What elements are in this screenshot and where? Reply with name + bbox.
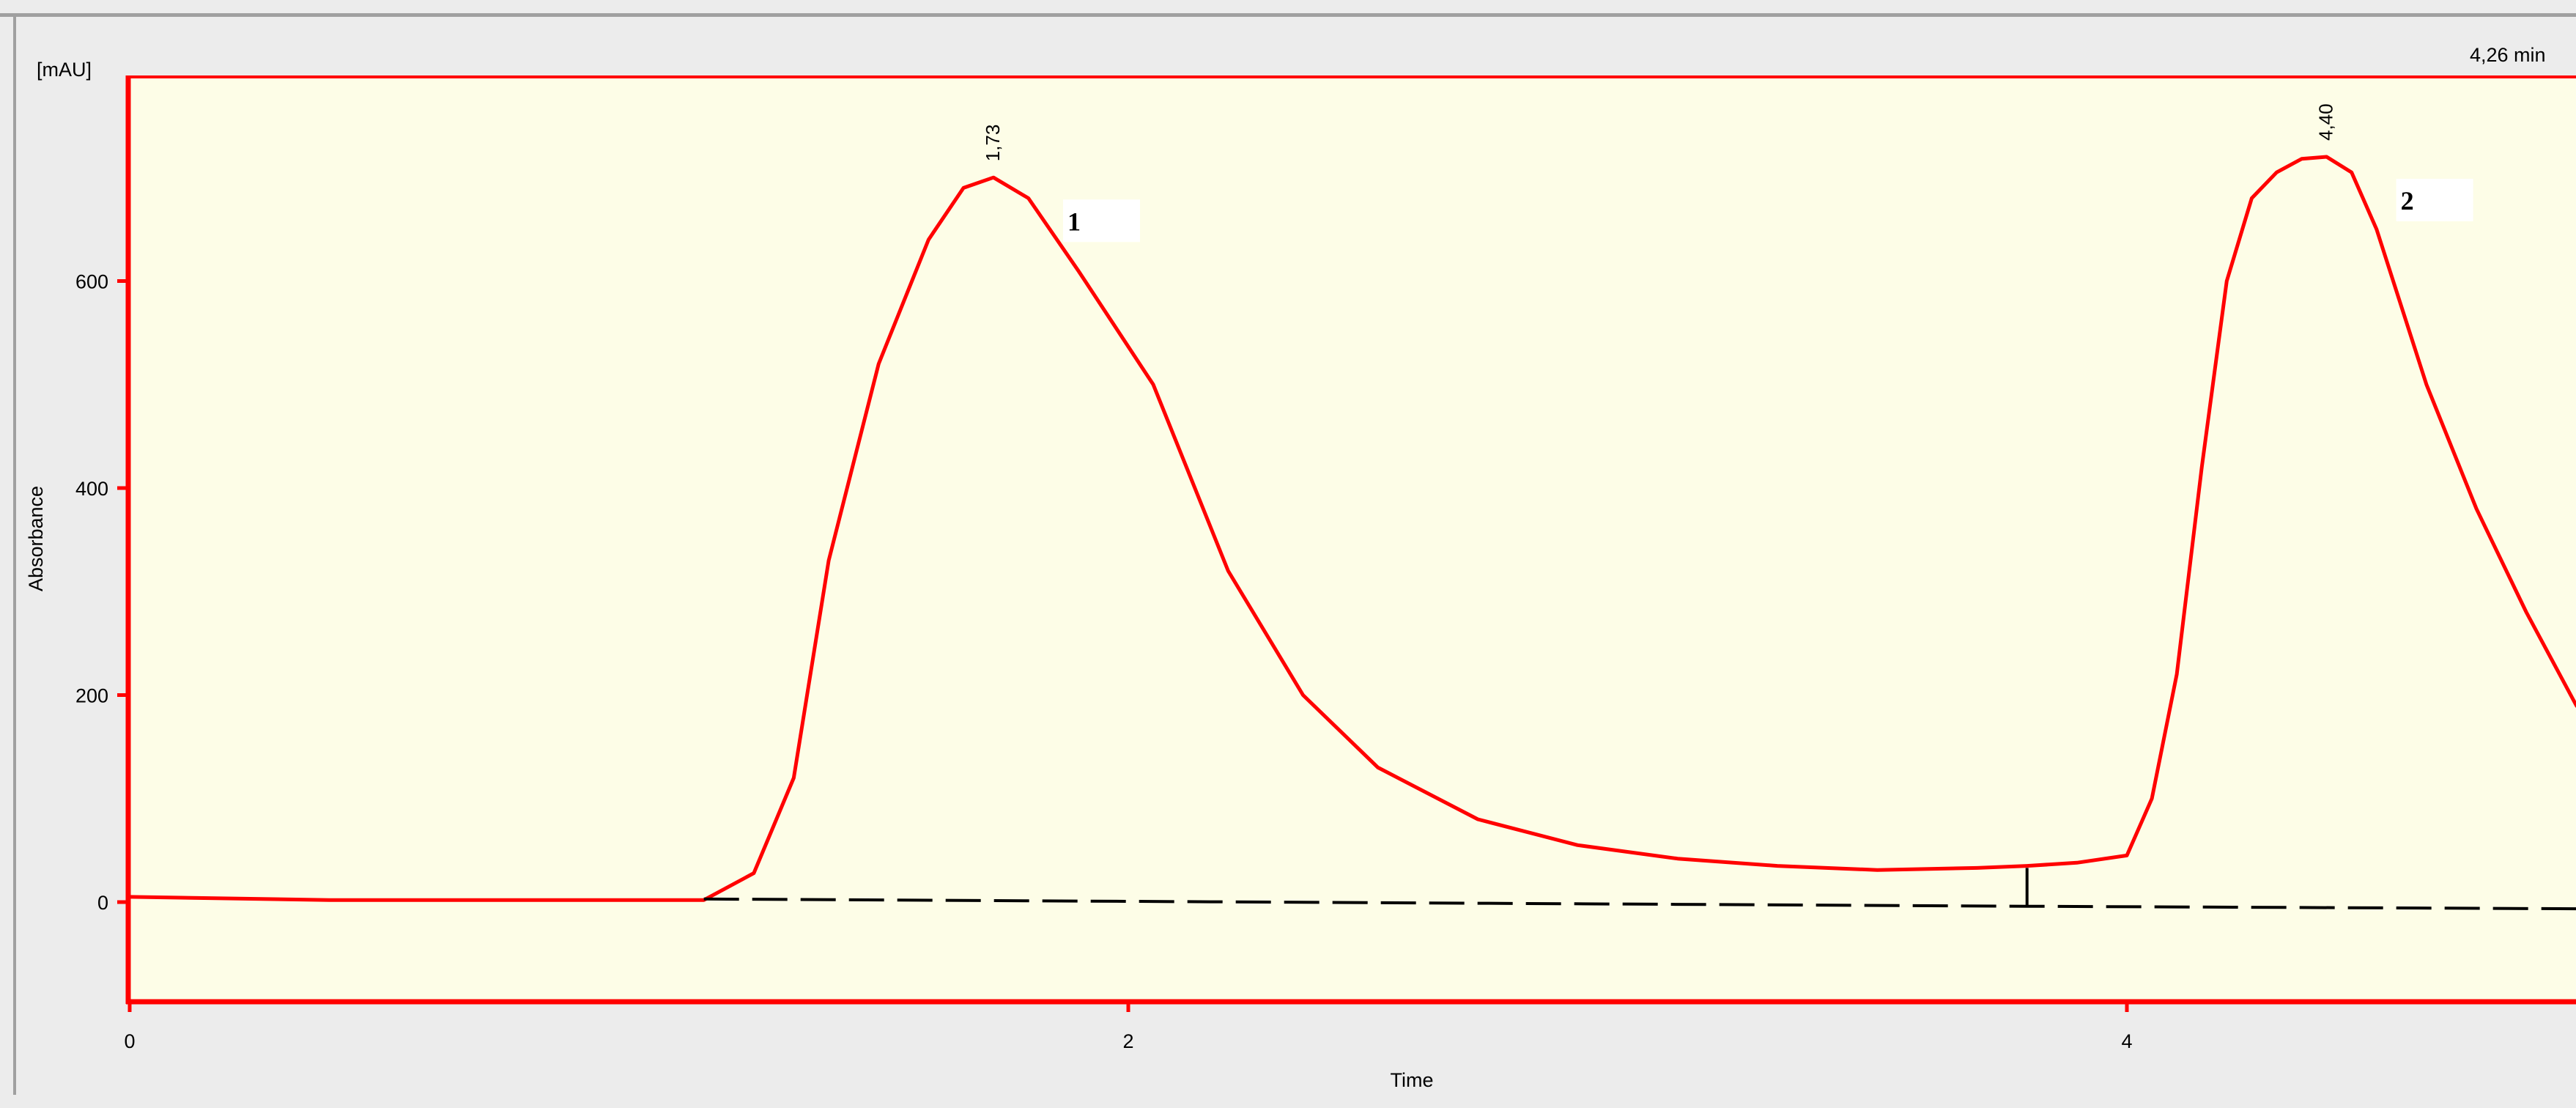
y-axis-label: Absorbance [25,486,47,591]
absorbance-trace-line [129,155,2576,902]
peak-retention-label: 4,40 [2315,103,2337,141]
x-tick-label: 2 [1122,1030,1133,1052]
peak-id-box [1062,199,1140,243]
plot-area [128,75,2576,1002]
baseline-dashed-line [703,897,2576,911]
y-tick-label: 200 [75,685,108,707]
y-unit-label: [mAU] [37,59,92,81]
x-tick-label: 4 [2121,1030,2132,1052]
window-frame-left [13,13,16,1095]
x-axis-label: Time [1391,1069,1434,1091]
peak-retention-label: 1,73 [982,125,1004,162]
window-frame-top [0,13,2576,17]
y-ticks: 0 200 400 600 [75,271,128,914]
series-layer [129,155,2576,911]
peak-id-box [2396,179,2473,221]
peak-id-label: 2 [2401,186,2414,215]
annotation-layer: 1,73 1 4,40 2 [982,103,2473,906]
x-tick-label: 0 [124,1030,135,1052]
cursor-time-readout: 4,26 min [2470,44,2546,66]
peak-id-label: 1 [1067,207,1081,236]
y-tick-label: 0 [97,892,108,914]
x-ticks: 02468 [124,1002,2133,1052]
y-tick-label: 400 [75,478,108,500]
y-tick-label: 600 [75,271,108,293]
